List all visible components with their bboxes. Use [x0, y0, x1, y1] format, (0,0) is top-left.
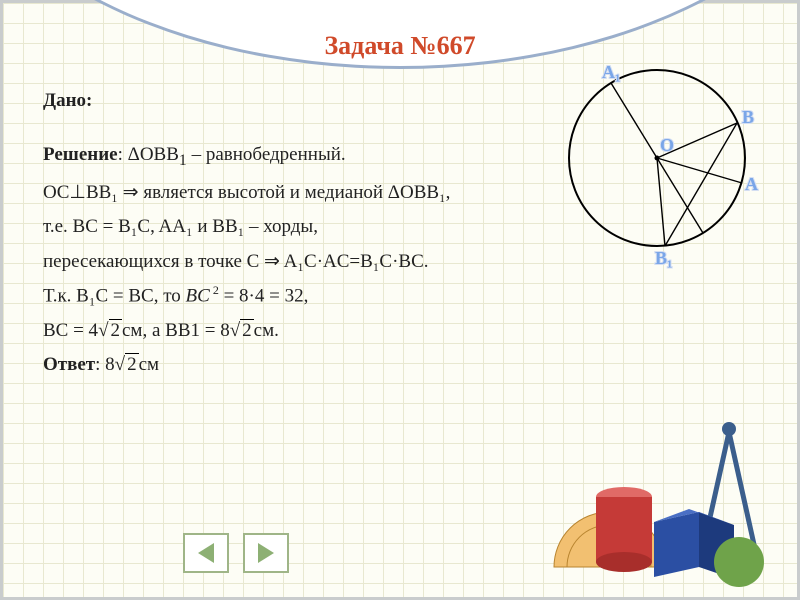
nav-buttons	[183, 533, 289, 573]
chord-bb1	[665, 123, 737, 246]
geometry-diagram: A₁ B O A B₁	[547, 58, 767, 278]
sol6c: см.	[254, 320, 279, 341]
sup2: 2	[210, 283, 219, 297]
solution-line-5: Т.к. B₁C = BC, то BC 2 = 8·4 = 32,	[43, 280, 767, 313]
problem-title: Задача №667	[3, 31, 797, 61]
answer-line: Ответ: 8 2см	[43, 349, 767, 381]
sol1b: : ΔOBB	[118, 144, 179, 165]
sol1c: – равнобедренный.	[187, 144, 346, 165]
prev-button[interactable]	[183, 533, 229, 573]
root2: 2	[240, 319, 254, 341]
label-a: A	[745, 174, 758, 194]
radius-ob1	[657, 158, 665, 246]
arrow-left-icon	[198, 543, 214, 563]
sol6b: см, а BB1 = 8	[122, 320, 230, 341]
solution-line-6: BC = 42см, а BB1 = 82см.	[43, 315, 767, 347]
root1: 2	[109, 319, 123, 341]
sol5a: Т.к. B₁C = BC, то	[43, 285, 186, 306]
arrow-right-icon	[258, 543, 274, 563]
solution-label: Решение	[43, 144, 118, 165]
label-a1: A₁	[602, 62, 620, 82]
sol6a: BC = 4	[43, 320, 98, 341]
label-b1: B₁	[655, 248, 672, 268]
slide: Задача №667 Дано: Решение: ΔOBB1 – равно…	[0, 0, 800, 600]
center-dot	[655, 156, 660, 161]
sphere-icon	[714, 537, 764, 587]
ansA: : 8	[95, 354, 115, 375]
sqrt-3: 2	[115, 349, 139, 381]
answer-label: Ответ	[43, 354, 95, 375]
given-text: Дано	[43, 90, 86, 111]
sub1: 1	[179, 152, 187, 169]
next-button[interactable]	[243, 533, 289, 573]
sqrt-2: 2	[230, 315, 254, 347]
label-b: B	[742, 107, 754, 127]
cylinder-icon	[596, 487, 652, 572]
decoration-shapes	[549, 417, 779, 587]
sol5b: = 8·4 = 32,	[219, 285, 309, 306]
ansB: см	[139, 354, 159, 375]
root3: 2	[125, 353, 139, 375]
sqrt-1: 2	[98, 315, 122, 347]
label-o: O	[660, 135, 674, 155]
bc2: BC	[186, 285, 210, 306]
